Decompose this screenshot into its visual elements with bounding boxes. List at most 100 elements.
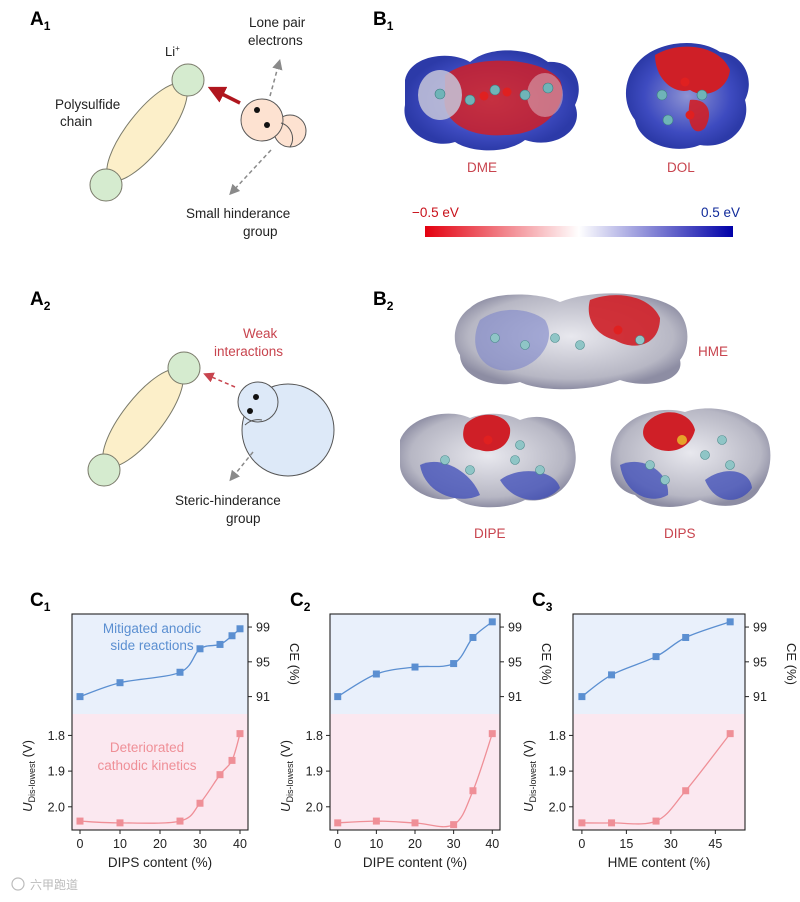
x-tick-label: 30 (664, 837, 678, 851)
ce-data-point (450, 660, 458, 668)
esp-map-dipe (400, 413, 576, 508)
panel-label-c2: C2 (290, 590, 311, 614)
ce-tick-label: 95 (256, 655, 270, 669)
label-dol: DOL (667, 160, 695, 175)
li-sphere-bottom (89, 168, 123, 202)
ce-data-point (196, 645, 204, 653)
lone-pair-label: Lone pair electrons (248, 15, 306, 48)
esp-map-hme (454, 293, 688, 390)
plot-frame (572, 613, 746, 831)
u-data-point (608, 819, 616, 827)
lone-pair-dot (253, 394, 259, 400)
x-tick-label: 10 (369, 837, 383, 851)
esp-map-dme (404, 50, 579, 151)
ce-data-point (216, 640, 224, 648)
ce-data-point (469, 633, 477, 641)
ce-data-point (608, 671, 616, 679)
li-sphere-top (171, 63, 205, 97)
li-sphere-top (167, 351, 201, 385)
steric-group-molecule (237, 381, 335, 477)
lone-pair-arrow (269, 58, 283, 97)
esp-panel-b2: HME DIPE DIPS (400, 293, 771, 541)
x-tick-label: 0 (334, 837, 341, 851)
x-tick-label: 15 (619, 837, 633, 851)
small-group-arrow (229, 149, 272, 196)
ce-data-point (372, 670, 380, 678)
ce-data-point (652, 653, 660, 661)
u-region-bg (573, 714, 745, 830)
u-region-bg (330, 714, 500, 830)
label-dme: DME (467, 160, 497, 175)
panel-label-c1: C1 (30, 590, 51, 614)
x-tick-label: 45 (708, 837, 722, 851)
li-label: Li+ (165, 44, 180, 59)
x-tick-label: 40 (233, 837, 247, 851)
ce-data-point (411, 663, 419, 671)
watermark-text: 六甲跑道 (30, 878, 78, 892)
ce-data-point (578, 693, 586, 701)
esp-scale-max: 0.5 eV (701, 205, 740, 220)
panel-label-c3: C3 (532, 590, 553, 614)
u-tick-label: 1.8 (549, 729, 566, 743)
u-data-point (176, 817, 184, 825)
x-axis-label: DIPS content (%) (108, 855, 212, 870)
panel-labels: A1 A2 B1 B2 C1 C2 C3 (30, 9, 553, 614)
x-tick-label: 40 (485, 837, 499, 851)
ce-data-point (76, 693, 84, 701)
ce-data-point (488, 618, 496, 626)
ce-axis-label: CE (%) (784, 643, 799, 685)
annotation-anodic-line1: Mitigated anodic (103, 621, 202, 636)
ce-tick-label: 91 (256, 690, 270, 704)
x-tick-label: 0 (77, 837, 84, 851)
weak-interaction-arrow (203, 372, 236, 388)
x-tick-label: 10 (113, 837, 127, 851)
watermark: 六甲跑道 (11, 877, 78, 892)
coordination-arrow (207, 86, 241, 105)
annotation-cathodic-line1: Deteriorated (110, 740, 184, 755)
x-axis-label: HME content (%) (608, 855, 711, 870)
x-tick-label: 30 (193, 837, 207, 851)
panel-label-a1: A1 (30, 9, 51, 33)
x-tick-label: 30 (447, 837, 461, 851)
ce-data-point (228, 632, 236, 640)
panel-label-b1: B1 (373, 9, 394, 33)
u-data-point (578, 819, 586, 827)
x-tick-label: 0 (578, 837, 585, 851)
label-dips: DIPS (664, 526, 696, 541)
u-data-point (469, 787, 477, 795)
u-data-point (196, 799, 204, 807)
u-data-point (76, 817, 84, 825)
charts-group: Mitigated anodic side reactions Deteriorat… (20, 613, 799, 870)
u-data-point (228, 756, 236, 764)
ce-axis-label: CE (%) (539, 643, 554, 685)
ce-data-point (334, 693, 342, 701)
chart-c3: 0 15 30 45 HME content (%) 99 95 91 CE (%) 1.8 1.9… (521, 613, 799, 870)
watermark-icon (11, 877, 25, 891)
chart-c1: Mitigated anodic side reactions Deteriorat… (20, 613, 302, 870)
ce-data-point (682, 633, 690, 641)
lone-pair-dot (264, 122, 270, 128)
schematic-a1: Li+ Polysulfide chain Lone pair electrons … (55, 15, 307, 239)
small-group-label: Small hinderance group (186, 206, 290, 239)
ce-tick-label: 99 (256, 621, 270, 635)
ce-data-point (116, 679, 124, 687)
small-group-molecule (240, 98, 307, 148)
ce-axis-label: CE (%) (287, 643, 302, 685)
esp-scale-min: −0.5 eV (412, 205, 459, 220)
esp-map-dips (610, 408, 771, 507)
annotation-anodic-line2: side reactions (110, 638, 194, 653)
u-tick-label: 1.9 (306, 765, 323, 779)
esp-panel-b1: DME DOL −0.5 eV 0.5 eV (404, 42, 749, 237)
u-data-point (334, 819, 342, 827)
label-dipe: DIPE (474, 526, 506, 541)
li-sphere-bottom (87, 453, 121, 487)
u-data-point (488, 730, 496, 738)
u-tick-label: 2.0 (48, 800, 65, 814)
ce-data-point (236, 625, 244, 633)
lone-pair-dot (254, 107, 260, 113)
x-axis-label: DIPE content (%) (363, 855, 467, 870)
ce-tick-label: 99 (508, 621, 522, 635)
chart-c2: 0 10 20 30 40 DIPE content (%) 99 95 91 CE (%) 1.8… (278, 613, 554, 870)
u-axis-label: UDis-lowest (V) (521, 740, 538, 812)
